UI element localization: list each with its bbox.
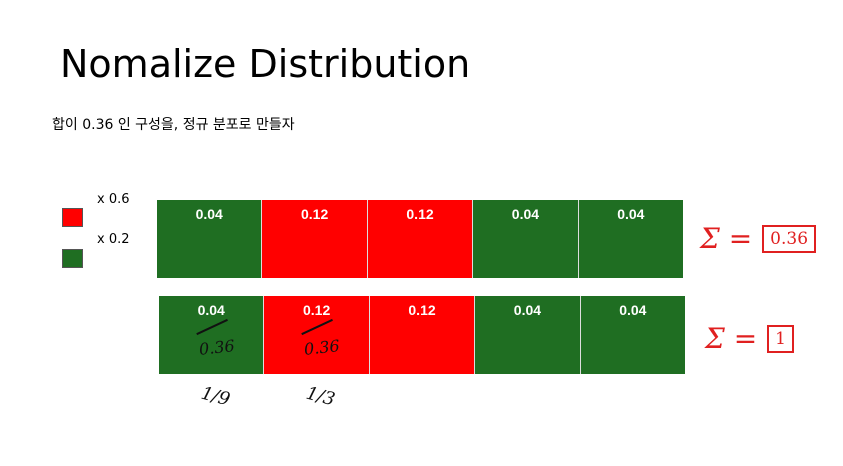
handwritten-fraction: 1/9 — [198, 382, 233, 411]
handwritten-note: 0.36 — [198, 336, 236, 359]
cell-value: 0.12 — [302, 302, 331, 318]
cell-value: 0.12 — [406, 206, 434, 222]
cell: 0.04 — [157, 200, 263, 278]
cell-value: 0.04 — [197, 302, 225, 318]
legend-swatch — [62, 208, 83, 227]
cell-value: 0.04 — [195, 206, 223, 222]
handwritten-sum: Σ = 0.36 — [700, 222, 817, 255]
handwritten-slash — [301, 318, 334, 335]
cell-value: 0.04 — [511, 206, 540, 222]
handwritten-fraction: 1/3 — [303, 382, 338, 411]
legend-swatch — [62, 249, 83, 268]
cell-value: 0.04 — [617, 206, 645, 222]
sum-prefix: Σ = — [705, 322, 758, 355]
cell: 0.04 0.36 — [159, 296, 265, 374]
cell-row: 0.04 0.12 0.12 0.04 0.04 — [157, 200, 684, 278]
cell: 0.12 — [367, 200, 474, 278]
cell: 0.12 0.36 — [264, 296, 370, 374]
cell: 0.04 — [578, 200, 684, 278]
handwritten-slash — [196, 318, 228, 335]
handwritten-note: 0.36 — [303, 336, 341, 359]
cell-value: 0.04 — [513, 302, 542, 318]
sum-prefix: Σ = — [700, 222, 753, 255]
cell: 0.12 — [369, 296, 476, 374]
cell: 0.12 — [262, 200, 368, 278]
handwritten-sum: Σ = 1 — [705, 322, 794, 355]
cell: 0.04 — [475, 296, 581, 374]
cell: 0.04 — [580, 296, 686, 374]
cell-row: 0.04 0.36 0.12 0.36 0.12 0.04 0.04 — [159, 296, 686, 374]
sum-value: 1 — [767, 324, 794, 353]
legend-label: x 0.2 — [97, 232, 130, 247]
sum-value: 0.36 — [762, 224, 817, 253]
cell: 0.04 — [473, 200, 579, 278]
legend-label: x 0.6 — [97, 192, 130, 207]
cell-value: 0.12 — [300, 206, 329, 222]
slide-subtitle: 합이 0.36 인 구성을, 정규 분포로 만들자 — [52, 117, 295, 133]
cell-value: 0.12 — [408, 302, 436, 318]
cell-value: 0.04 — [619, 302, 647, 318]
slide-title: Nomalize Distribution — [60, 42, 471, 86]
